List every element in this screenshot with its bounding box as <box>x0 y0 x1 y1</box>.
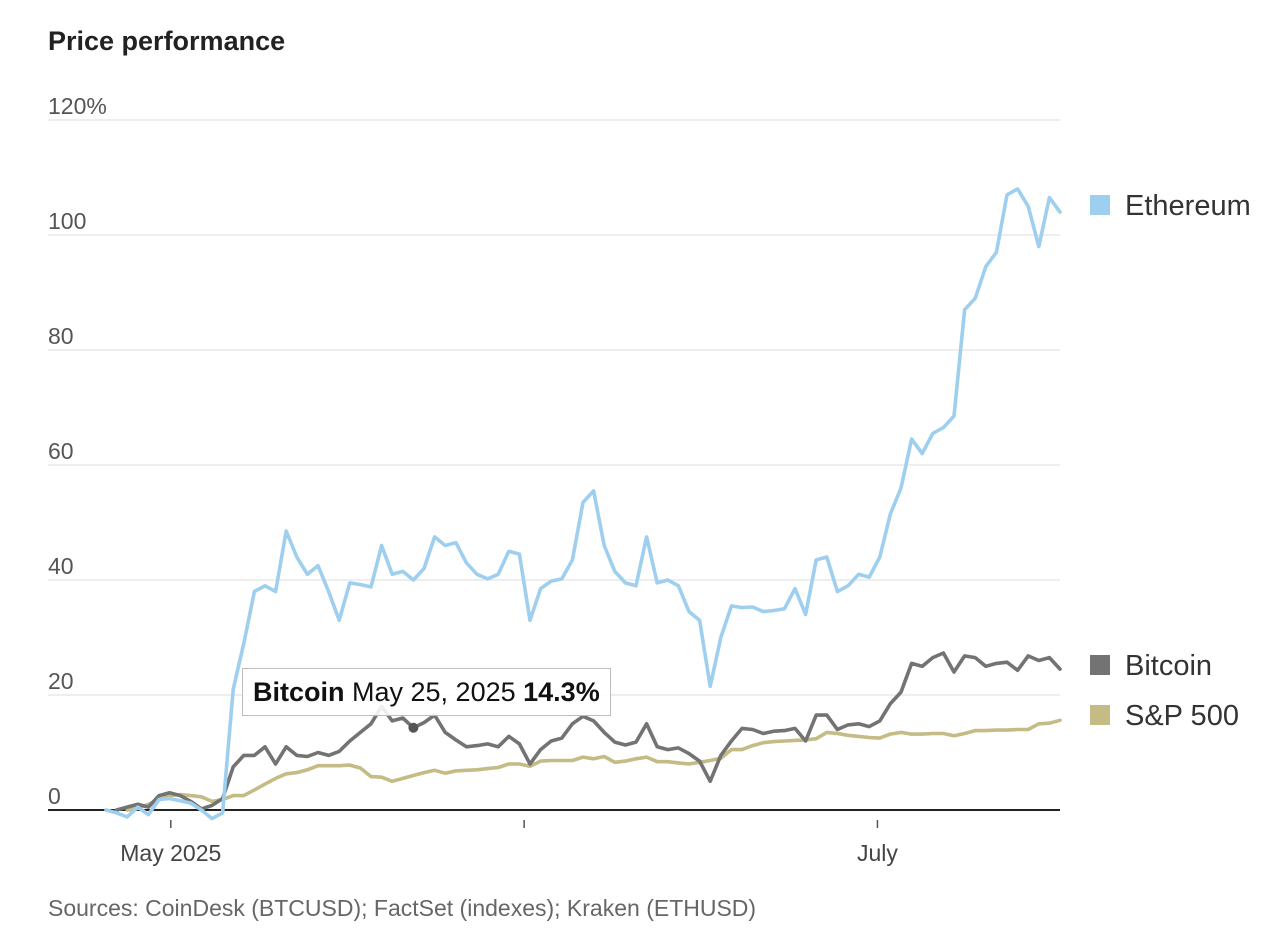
series-lines <box>104 187 1062 821</box>
legend-label-bitcoin: Bitcoin <box>1125 650 1212 682</box>
legend-swatch-ethereum <box>1090 195 1110 215</box>
tooltip-value: 14.3% <box>523 676 600 707</box>
legend: Ethereum Bitcoin S&P 500 <box>1090 190 1251 732</box>
y-tick-label: 60 <box>48 438 74 464</box>
tooltip-markers <box>408 722 419 733</box>
series-line-s-p-500 <box>125 718 1062 812</box>
y-tick-label: 0 <box>48 783 61 809</box>
y-axis-ticks: 0 20 40 60 80 100 120% <box>48 93 107 809</box>
y-tick-label: 40 <box>48 553 74 579</box>
x-axis-ticks: May 2025 July <box>120 820 898 866</box>
y-tick-label: 80 <box>48 323 74 349</box>
x-tick-label: July <box>857 840 898 866</box>
legend-swatch-s-p-500 <box>1090 705 1110 725</box>
tooltip-marker <box>408 722 419 733</box>
legend-swatch-bitcoin <box>1090 655 1110 675</box>
y-tick-label: 120% <box>48 93 107 119</box>
legend-label-ethereum: Ethereum <box>1125 190 1251 222</box>
series-line-bitcoin <box>114 651 1062 812</box>
tooltip-series: Bitcoin <box>253 676 345 707</box>
tooltip-date: May 25, 2025 <box>352 676 516 707</box>
source-note: Sources: CoinDesk (BTCUSD); FactSet (ind… <box>48 895 757 921</box>
y-tick-label: 100 <box>48 208 86 234</box>
series-line-ethereum <box>104 187 1062 821</box>
y-tick-label: 20 <box>48 668 74 694</box>
legend-label-s-p-500: S&P 500 <box>1125 700 1239 732</box>
tooltip: Bitcoin May 25, 2025 14.3% <box>242 668 611 716</box>
chart-title: Price performance <box>48 26 286 56</box>
x-tick-label: May 2025 <box>120 840 221 866</box>
